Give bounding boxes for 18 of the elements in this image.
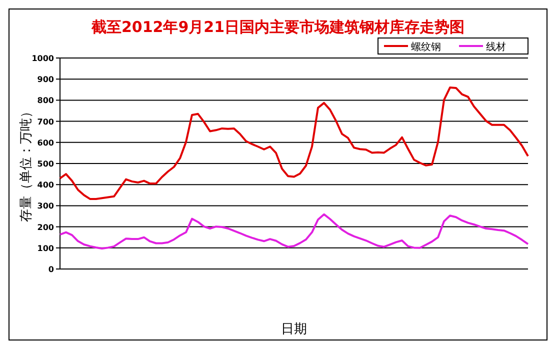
y-tick-label: 0 [48,265,54,274]
y-tick-label: 800 [37,96,54,106]
y-tick-label: 400 [37,180,54,190]
y-tick-label: 900 [37,75,54,84]
y-tick-label: 600 [37,138,54,148]
y-tick-label: 100 [37,244,54,253]
y-tick-label: 200 [37,222,54,232]
legend-label: 线材 [486,41,506,53]
line-series [59,213,529,250]
chart-title: 截至2012年9月21日国内主要市场建筑钢材库存走势图 [90,18,465,36]
legend-label: 螺纹钢 [411,41,441,53]
y-tick-label: 300 [37,202,54,211]
y-tick-label: 500 [37,160,54,168]
x-axis-title: 日期 [281,322,307,337]
y-tick-label: 1000 [32,54,54,63]
line-series [59,86,529,200]
y-tick-label: 700 [37,117,54,126]
y-axis-title: 存量（单位：万吨） [19,105,34,222]
